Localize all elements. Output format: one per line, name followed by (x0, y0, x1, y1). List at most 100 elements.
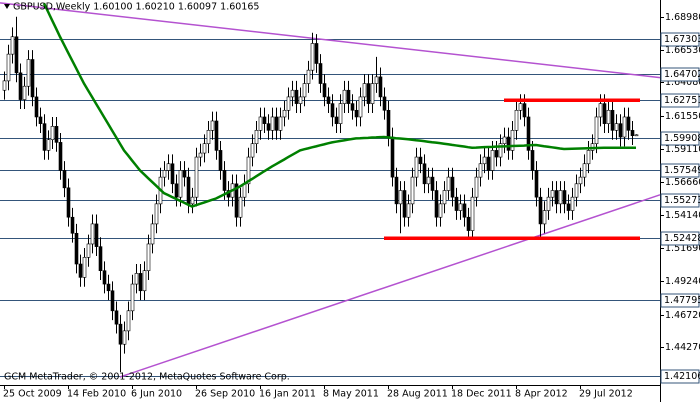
candle-body (322, 83, 327, 98)
candle-body (42, 123, 47, 151)
candle-body (614, 123, 619, 131)
candle-body (166, 163, 171, 171)
candle-body (458, 203, 463, 211)
level-label: 1.64702 (664, 69, 700, 80)
candle-body (234, 183, 239, 218)
level-label: 1.42106 (664, 371, 700, 382)
candle-body (430, 176, 435, 191)
candle-body (290, 89, 295, 98)
candle-body (630, 130, 635, 136)
candle-body (622, 116, 627, 138)
trendline (119, 194, 661, 378)
candle-body (94, 223, 99, 247)
candle-body (294, 89, 299, 104)
candle-body (50, 126, 55, 140)
candle-body (538, 196, 543, 225)
candle-body (610, 109, 615, 131)
level-label: 1.55273 (664, 195, 700, 206)
candle-body (258, 116, 263, 131)
y-tick-label: 1.59110 (665, 144, 700, 155)
candle-body (506, 136, 511, 151)
trendline (0, 2, 661, 79)
candle-body (78, 263, 83, 278)
candle-body (102, 270, 107, 285)
candle-body (438, 203, 443, 218)
candle-body (586, 150, 591, 165)
candle-body (34, 96, 39, 118)
candle-body (114, 310, 119, 325)
candle-body (526, 116, 531, 151)
level-label-box (660, 369, 700, 384)
candle-body (18, 72, 23, 100)
candle-body (406, 203, 411, 218)
candle-body (442, 190, 447, 205)
candle-body (194, 156, 199, 198)
candle-body (286, 96, 291, 111)
candle-body (250, 143, 255, 158)
candle-body (142, 270, 147, 292)
candle-body (186, 176, 191, 205)
candle-body (274, 116, 279, 131)
candle-body (474, 176, 479, 198)
candle-body (514, 109, 519, 131)
candle-body (454, 196, 459, 211)
candle-body (110, 290, 115, 312)
plot-area (0, 2, 661, 378)
level-label-box (660, 193, 700, 208)
candle-body (566, 203, 571, 211)
candle-body (222, 170, 227, 191)
candle-body (350, 103, 355, 111)
candle-body (190, 196, 195, 205)
candle-body (66, 187, 71, 218)
candle-body (214, 120, 219, 151)
candle-body (270, 116, 275, 131)
candle-body (22, 85, 27, 100)
candle-body (434, 190, 439, 218)
level-label: 1.62751 (664, 95, 700, 106)
candle-body (146, 243, 151, 272)
candle-body (606, 109, 611, 124)
y-tick-label: 1.64080 (665, 77, 700, 88)
x-tick-label: 18 Dec 2011 (451, 389, 512, 400)
candle-body (126, 310, 131, 332)
x-tick-label: 16 Jan 2011 (259, 389, 316, 400)
candle-body (86, 243, 91, 258)
x-tick-label: 8 Apr 2012 (515, 389, 568, 400)
candle-body (98, 246, 103, 272)
candle-body (466, 216, 471, 231)
level-label-box (660, 163, 700, 178)
candle-body (278, 116, 283, 131)
candle-body (318, 63, 323, 84)
candle-body (10, 36, 15, 55)
candle-body (74, 232, 79, 265)
x-tick-label: 6 Jun 2010 (131, 389, 182, 400)
x-tick-label: 14 Feb 2010 (67, 389, 126, 400)
level-label: 1.47795 (664, 295, 700, 306)
candle-body (106, 283, 111, 292)
candle-body (58, 142, 63, 171)
candle-body (510, 130, 515, 151)
candle-body (302, 83, 307, 98)
level-label-box (660, 293, 700, 308)
candle-body (618, 123, 623, 138)
candle-body (6, 53, 11, 82)
y-tick-label: 1.44270 (665, 342, 700, 353)
candle-body (282, 109, 287, 118)
candle-body (446, 176, 451, 191)
candle-body (162, 170, 167, 178)
candle-body (366, 83, 371, 104)
candle-body (14, 36, 19, 74)
y-tick-label: 1.56660 (665, 177, 700, 188)
candle-body (382, 96, 387, 111)
candle-body (210, 120, 215, 131)
level-label: 1.59908 (664, 133, 700, 144)
candle-body (202, 143, 207, 154)
candle-body (122, 330, 127, 345)
candle-body (30, 59, 35, 98)
candle-body (414, 156, 419, 178)
candle-body (494, 150, 499, 158)
candle-body (118, 323, 123, 345)
y-tick-label: 1.49240 (665, 276, 700, 287)
candle-body (542, 210, 547, 225)
